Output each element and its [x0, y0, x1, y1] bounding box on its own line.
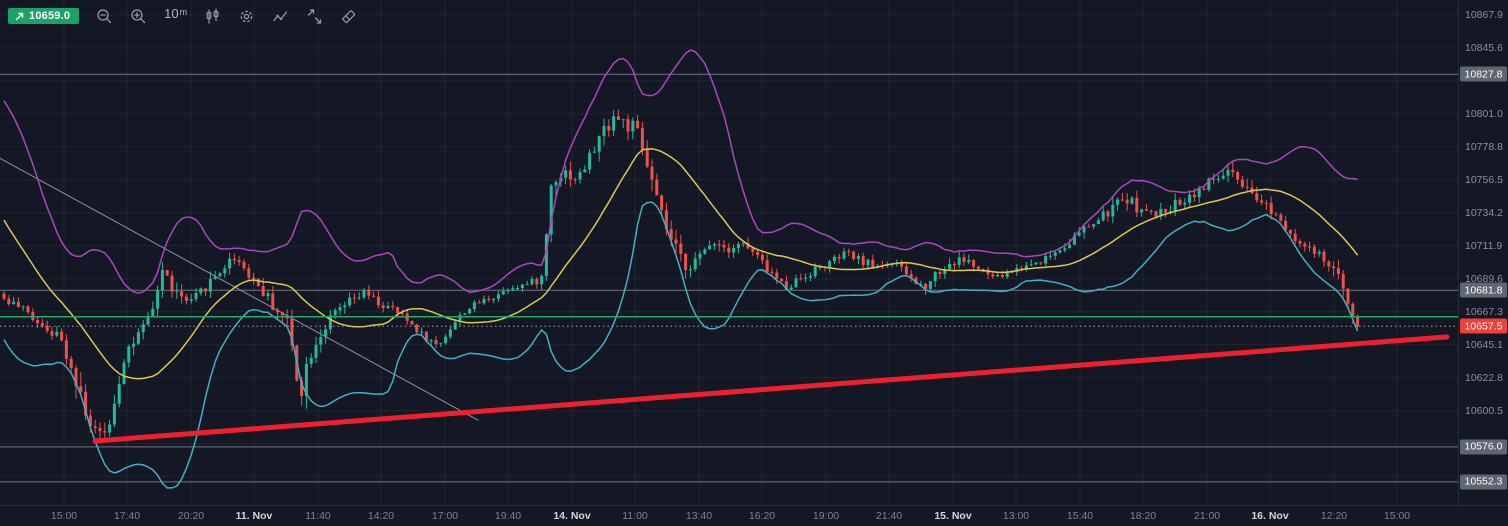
time-axis-time-label: 12:20 [1320, 510, 1348, 522]
time-axis-time-label: 20:20 [177, 510, 205, 522]
eraser-button[interactable] [340, 7, 357, 25]
zoom-in-icon [131, 8, 146, 23]
price-axis-badge: 10657.5 [1460, 318, 1507, 334]
time-axis[interactable]: 15:00 17:40 20:20 11. Nov 11:40 14:20 17:00 19:… [0, 505, 1508, 526]
time-axis-time-label: 16:20 [748, 510, 776, 522]
price-tick-label: 10711.9 [1465, 239, 1503, 252]
time-axis-time-label: 17:00 [431, 510, 459, 522]
arrow-up-right-icon [15, 12, 24, 20]
time-axis-time-label: 18:20 [1129, 510, 1157, 522]
time-axis-date-label: 14. Nov [553, 510, 591, 522]
zoom-out-button[interactable] [96, 7, 113, 25]
price-tick-label: 10667.3 [1465, 305, 1503, 318]
time-axis-time-label: 15:40 [1066, 510, 1094, 522]
grid-lines [0, 0, 1458, 505]
price-chart-canvas[interactable] [0, 0, 1458, 505]
interval-unit: m [179, 7, 188, 17]
time-axis-time-label: 15:00 [50, 510, 78, 522]
indicators-button[interactable] [272, 7, 289, 25]
chart-pane[interactable]: 10659.0 10 m [0, 0, 1458, 505]
price-tick-label: 10689.6 [1465, 272, 1503, 285]
descending-resistance-line[interactable] [0, 157, 479, 421]
price-tick-label: 10600.5 [1465, 404, 1503, 417]
time-axis-time-label: 19:00 [812, 510, 840, 522]
time-axis-time-label: 14:20 [367, 510, 395, 522]
time-axis-time-label: 21:00 [1193, 510, 1221, 522]
price-tick-label: 10801.0 [1465, 107, 1503, 120]
price-axis[interactable]: 10867.9 10845.6 10801.0 10778.8 10756.5 10734… [1458, 0, 1508, 505]
price-tick-label: 10756.5 [1465, 173, 1503, 186]
interval-value: 10 [164, 6, 179, 21]
time-axis-time-label: 17:40 [113, 510, 141, 522]
compare-icon [307, 8, 322, 24]
time-axis-date-label: 11. Nov [235, 510, 273, 522]
compare-button[interactable] [306, 7, 323, 25]
eraser-icon [342, 9, 356, 23]
candles [2, 109, 1360, 442]
indicators-icon [273, 10, 288, 21]
time-axis-date-label: 15. Nov [934, 510, 972, 522]
time-axis-time-label: 13:00 [1002, 510, 1030, 522]
interval-button[interactable]: 10 m [164, 7, 187, 25]
price-tick-label: 10778.8 [1465, 140, 1503, 153]
time-axis-time-label: 21:40 [875, 510, 903, 522]
price-axis-badge: 10576.0 [1460, 439, 1507, 455]
time-axis-time-label: 11:40 [305, 510, 331, 522]
bollinger-lower-line[interactable] [3, 201, 1359, 489]
last-price-value: 10659.0 [29, 10, 71, 22]
chart-toolbar: 10659.0 10 m [8, 6, 357, 26]
price-axis-badge: 10681.8 [1460, 282, 1507, 298]
price-tick-label: 10734.2 [1465, 206, 1503, 219]
price-tick-label: 10645.1 [1465, 338, 1503, 351]
price-tick-label: 10867.9 [1465, 8, 1503, 21]
moving-average-line[interactable] [3, 148, 1359, 380]
zoom-out-icon [97, 8, 112, 23]
zoom-in-button[interactable] [130, 7, 147, 25]
last-price-badge[interactable]: 10659.0 [8, 8, 80, 24]
ascending-support-line[interactable] [92, 334, 1450, 444]
chart-style-button[interactable] [204, 7, 221, 25]
price-axis-badge: 10827.8 [1460, 66, 1507, 82]
time-axis-date-label: 16. Nov [1251, 510, 1289, 522]
gear-icon [240, 10, 253, 22]
price-tick-label: 10622.8 [1465, 371, 1503, 384]
time-axis-time-label: 19:40 [494, 510, 522, 522]
candles-style-icon [206, 7, 219, 24]
time-axis-time-label: 15:00 [1383, 510, 1411, 522]
price-axis-badge: 10552.3 [1460, 474, 1507, 490]
time-axis-time-label: 11:00 [622, 510, 648, 522]
time-axis-time-label: 13:40 [685, 510, 713, 522]
bollinger-upper-line[interactable] [3, 49, 1358, 294]
price-tick-label: 10845.6 [1465, 41, 1503, 54]
settings-button[interactable] [238, 7, 255, 25]
